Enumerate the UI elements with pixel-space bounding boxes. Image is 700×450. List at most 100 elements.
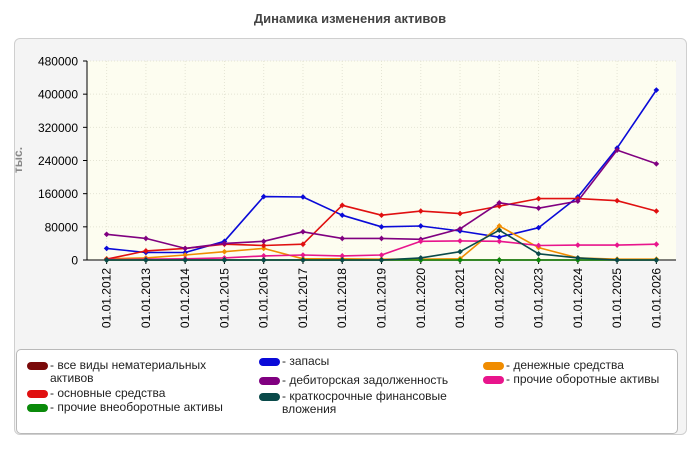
data-point (535, 195, 542, 202)
data-point (496, 234, 503, 241)
data-point (378, 257, 385, 263)
data-point (417, 223, 424, 229)
data-point (260, 193, 267, 200)
data-point (535, 250, 542, 257)
data-point (575, 242, 581, 248)
x-tick-label: 01.01.2024 (571, 268, 585, 328)
data-point (614, 257, 620, 263)
legend-swatch (259, 358, 280, 366)
data-point (221, 240, 228, 247)
data-point (614, 147, 620, 153)
data-point (260, 242, 267, 249)
legend-item: - прочие внеоборотные активы (27, 401, 247, 414)
data-point (496, 257, 503, 263)
data-point (653, 87, 660, 93)
data-point (260, 253, 267, 259)
data-point (300, 228, 306, 235)
legend-swatch (259, 377, 280, 385)
x-tick-label: 01.01.2022 (492, 268, 506, 328)
data-point (496, 227, 503, 233)
y-tick-label: 0 (71, 254, 78, 268)
x-tick-label: 01.01.2013 (139, 268, 153, 328)
data-point (260, 238, 267, 245)
data-point (653, 241, 660, 248)
y-tick-label: 240000 (38, 154, 78, 168)
data-point (457, 257, 463, 263)
data-point (496, 199, 503, 206)
chart-legend: - все виды нематериальных активов - основ… (16, 349, 678, 434)
x-tick-label: 01.01.2025 (610, 268, 624, 328)
x-tick-label: 01.01.2020 (414, 268, 428, 328)
x-tick-label: 01.01.2018 (335, 268, 349, 328)
legend-swatch (483, 376, 504, 384)
data-point (614, 197, 620, 204)
x-tick-label: 01.01.2012 (100, 268, 114, 328)
data-point (339, 212, 346, 219)
data-point (339, 202, 346, 209)
data-point (182, 257, 188, 263)
data-point (457, 248, 463, 255)
y-tick-label: 80000 (45, 220, 79, 234)
legend-item: - все виды нематериальных активов (27, 359, 247, 385)
legend-label: - денежные средства (506, 358, 624, 372)
data-point (496, 238, 503, 245)
legend-item: - денежные средства (483, 359, 698, 372)
legend-label: - прочие внеоборотные активы (50, 400, 223, 414)
legend-item: - запасы (259, 355, 474, 368)
x-tick-label: 01.01.2023 (532, 268, 546, 328)
legend-item: - прочие оборотные активы (483, 373, 698, 386)
legend-label: - прочие оборотные активы (506, 372, 660, 386)
legend-item: - основные средства (27, 387, 247, 400)
data-point (417, 208, 424, 214)
legend-label: - дебиторская задолженность (282, 373, 449, 387)
x-tick-label: 01.01.2015 (217, 268, 231, 328)
data-point (221, 248, 228, 255)
y-tick-label: 160000 (38, 187, 78, 201)
data-point (339, 257, 346, 263)
data-point (300, 257, 306, 263)
legend-swatch (483, 362, 504, 370)
x-tick-label: 01.01.2026 (649, 268, 663, 328)
data-point (457, 226, 463, 232)
data-point (143, 248, 149, 254)
y-tick-label: 320000 (38, 121, 78, 135)
data-point (103, 231, 110, 238)
y-tick-label: 480000 (38, 55, 78, 69)
y-axis-label: тыс. (11, 147, 25, 173)
data-point (417, 238, 424, 245)
data-point (378, 212, 385, 219)
legend-label: - все виды нематериальных активов (50, 358, 207, 385)
legend-swatch (259, 393, 280, 401)
legend-label: - краткосрочные финансовые вложения (282, 389, 447, 416)
x-tick-label: 01.01.2014 (178, 268, 192, 328)
legend-swatch (27, 404, 48, 412)
x-tick-label: 01.01.2017 (296, 268, 310, 328)
legend-swatch (27, 362, 48, 370)
data-point (614, 242, 620, 248)
data-point (457, 238, 463, 244)
data-point (653, 160, 660, 167)
data-point (300, 252, 306, 258)
data-point (653, 208, 660, 214)
data-point (260, 245, 267, 252)
data-point (103, 245, 110, 252)
data-point (535, 205, 542, 212)
data-point (378, 224, 385, 230)
legend-item: - краткосрочные финансовые вложения (259, 390, 474, 416)
x-tick-label: 01.01.2021 (453, 268, 467, 328)
chart-title: Динамика изменения активов (253, 11, 447, 26)
data-point (300, 241, 306, 248)
data-point (339, 235, 346, 242)
data-point (496, 223, 503, 229)
data-point (339, 253, 346, 259)
legend-swatch (27, 390, 48, 398)
data-point (378, 252, 385, 258)
data-point (103, 257, 110, 263)
data-point (575, 198, 581, 204)
data-point (143, 257, 149, 263)
data-point (535, 242, 542, 249)
data-point (260, 257, 267, 263)
data-point (535, 257, 542, 263)
x-tick-label: 01.01.2016 (257, 268, 271, 328)
